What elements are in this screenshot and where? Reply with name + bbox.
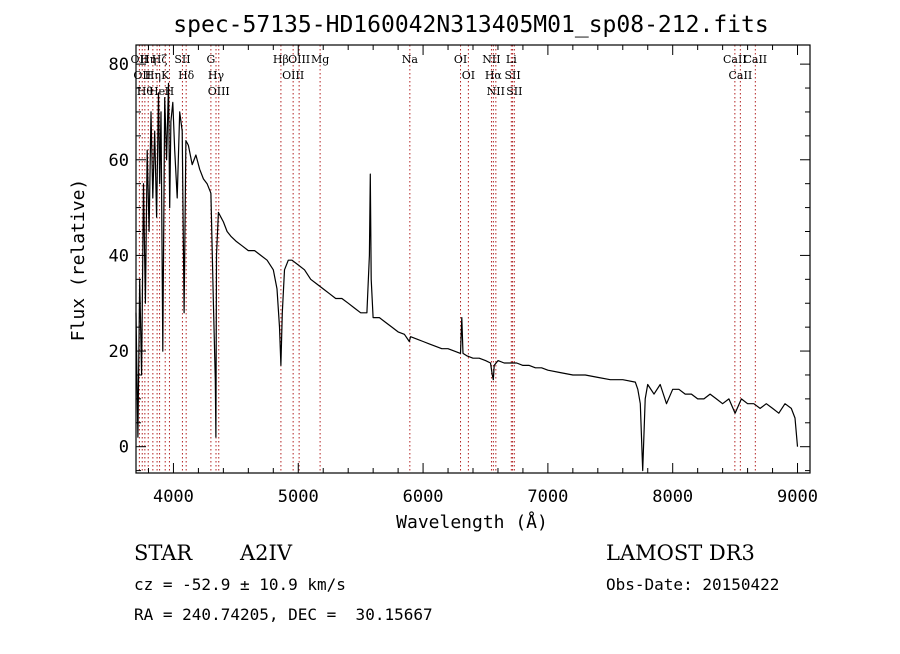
x-tick-label-5: 9000 bbox=[777, 487, 818, 507]
line-label-11: G bbox=[206, 53, 215, 66]
x-axis-label: Wavelength (Å) bbox=[396, 511, 548, 533]
line-label-19: OI bbox=[454, 53, 467, 66]
y-tick-label-4: 80 bbox=[109, 55, 129, 75]
y-axis-label: Flux (relative) bbox=[68, 179, 89, 342]
x-tick-label-3: 7000 bbox=[527, 487, 568, 507]
line-label-7: K bbox=[161, 69, 170, 82]
line-label-24: Li bbox=[506, 53, 517, 66]
line-label-18: Na bbox=[402, 53, 419, 66]
line-label-25: SII bbox=[504, 69, 520, 82]
y-tick-label-1: 20 bbox=[109, 342, 129, 362]
line-label-22: Hα bbox=[485, 69, 503, 82]
line-label-29: CaII bbox=[743, 53, 767, 66]
y-tick-label-3: 60 bbox=[109, 151, 129, 171]
line-label-9: SII bbox=[174, 53, 190, 66]
object-subclass: A2IV bbox=[239, 541, 293, 565]
redshift-cz: cz = -52.9 ± 10.9 km/s bbox=[134, 575, 346, 594]
line-label-3: Hη bbox=[140, 53, 156, 66]
survey-name: LAMOST DR3 bbox=[606, 541, 755, 565]
line-label-16: OIII bbox=[288, 53, 310, 66]
spectrum-series bbox=[135, 82, 799, 472]
line-label-1: OII bbox=[133, 69, 151, 82]
line-label-12: Hγ bbox=[208, 69, 225, 82]
line-label-0: OII bbox=[131, 53, 149, 66]
line-label-10: Hδ bbox=[178, 69, 195, 82]
object-class: STAR bbox=[134, 541, 193, 565]
chart-title: spec-57135-HD160042N313405M01_sp08-212.f… bbox=[173, 12, 768, 38]
line-label-17: Mg bbox=[311, 53, 329, 66]
line-label-5: He bbox=[149, 85, 165, 98]
y-axis: 0 20 40 60 80 bbox=[109, 55, 810, 472]
x-tick-label-1: 5000 bbox=[278, 487, 319, 507]
x-tick-label-4: 8000 bbox=[652, 487, 693, 507]
line-label-23: NII bbox=[487, 85, 505, 98]
line-label-4: Hη bbox=[145, 69, 161, 82]
line-label-28: CaII bbox=[729, 69, 753, 82]
line-label-15: OIII bbox=[282, 69, 304, 82]
line-label-27: CaII bbox=[723, 53, 747, 66]
x-tick-label-2: 6000 bbox=[403, 487, 444, 507]
line-label-21: NII bbox=[482, 53, 500, 66]
line-label-20: OI bbox=[462, 69, 475, 82]
coordinates: RA = 240.74205, DEC = 30.15667 bbox=[134, 605, 433, 624]
line-label-6: Hζ bbox=[152, 53, 168, 66]
y-tick-label-0: 0 bbox=[119, 438, 129, 458]
line-label-26: SII bbox=[506, 85, 522, 98]
observation-date: Obs-Date: 20150422 bbox=[606, 575, 779, 594]
line-marker-labels: OIIOIIHθHηHηHeHζKHSIIHδGHγOIIIHβOIIIOIII… bbox=[131, 53, 768, 98]
y-tick-label-2: 40 bbox=[109, 246, 129, 266]
x-tick-label-0: 4000 bbox=[153, 487, 194, 507]
line-label-13: OIII bbox=[208, 85, 230, 98]
line-markers bbox=[138, 45, 756, 473]
plot-frame bbox=[135, 44, 811, 474]
x-axis: 4000 5000 6000 7000 8000 9000 bbox=[147, 45, 818, 507]
line-label-8: H bbox=[165, 85, 175, 98]
line-label-14: Hβ bbox=[273, 53, 289, 66]
